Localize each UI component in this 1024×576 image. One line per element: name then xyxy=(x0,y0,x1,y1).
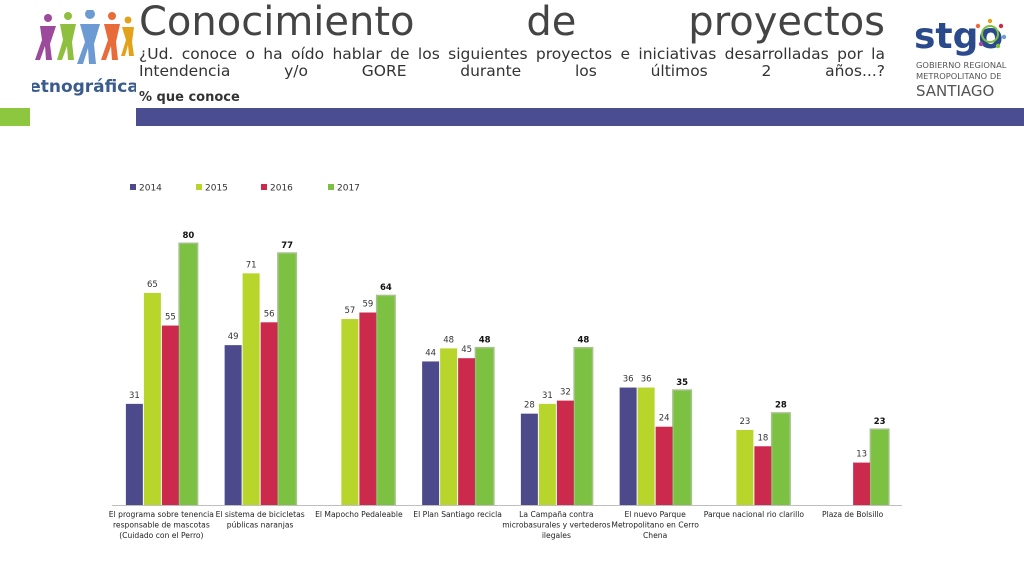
page-title: Conocimiento de proyectos xyxy=(139,0,885,45)
etnografica-wordmark: etnográfica xyxy=(32,77,136,97)
bar-2014 xyxy=(125,403,143,505)
bar-2015 xyxy=(440,348,458,505)
legend-label-2014: 2014 xyxy=(139,184,162,194)
bar-2014 xyxy=(224,345,242,505)
data-label-2014: 36 xyxy=(623,375,634,385)
category-label: El nuevo Parque Metropolitano en Cerro Che… xyxy=(611,510,699,540)
bar-2015 xyxy=(143,292,161,505)
bar-2015 xyxy=(341,319,359,505)
bar-2015 xyxy=(736,429,754,505)
data-label-2015: 31 xyxy=(542,391,553,401)
legend-swatch-2017 xyxy=(328,184,334,190)
bar-2015 xyxy=(538,403,556,505)
header-band-green xyxy=(0,108,30,126)
legend-swatch-2014 xyxy=(130,184,136,190)
data-label-2014: 28 xyxy=(524,401,535,411)
bar-2015 xyxy=(242,273,260,505)
data-label-2014: 44 xyxy=(425,348,436,358)
data-label-2016: 18 xyxy=(757,433,768,443)
data-label-2016: 55 xyxy=(165,313,176,323)
data-label-2017: 48 xyxy=(479,335,491,345)
legend-label-2017: 2017 xyxy=(337,184,360,194)
bar-2016 xyxy=(359,312,377,505)
stgo-line1: GOBIERNO REGIONAL xyxy=(916,60,1007,70)
bar-2017 xyxy=(278,253,296,505)
data-label-2017: 23 xyxy=(874,417,886,427)
data-label-2016: 56 xyxy=(264,309,275,319)
category-label: El Plan Santiago recicla xyxy=(413,510,502,519)
data-label-2016: 59 xyxy=(362,300,373,310)
bar-2017 xyxy=(179,244,197,505)
data-label-2014: 31 xyxy=(129,391,140,401)
header-band-purple xyxy=(136,108,1024,126)
bar-2016 xyxy=(458,358,476,505)
data-label-2016: 24 xyxy=(659,414,670,424)
data-label-2015: 48 xyxy=(443,335,454,345)
bar-2014 xyxy=(422,361,440,505)
data-label-2015: 71 xyxy=(246,260,257,270)
data-label-2017: 64 xyxy=(380,283,392,293)
legend-label-2015: 2015 xyxy=(205,184,228,194)
stgo-wordmark: stgo xyxy=(914,16,1003,57)
bar-2016 xyxy=(655,426,673,505)
data-label-2016: 13 xyxy=(856,450,867,460)
data-label-2014: 49 xyxy=(228,332,239,342)
category-label: La Campaña contra microbasurales y verted… xyxy=(502,510,610,540)
data-label-2015: 65 xyxy=(147,280,158,290)
bar-2014 xyxy=(520,413,538,505)
bar-2017 xyxy=(476,348,494,505)
data-label-2016: 45 xyxy=(461,345,472,355)
stgo-line2: METROPOLITANO DE xyxy=(916,71,1001,81)
stgo-logo: stgo GOBIERNO REGIONAL METROPOLITANO DE … xyxy=(914,16,1007,100)
bar-2017 xyxy=(871,429,889,505)
data-label-2015: 36 xyxy=(641,375,652,385)
data-label-2017: 35 xyxy=(676,378,688,388)
bar-2017 xyxy=(673,390,691,505)
bar-2015 xyxy=(637,387,655,505)
bar-2016 xyxy=(161,325,179,505)
data-label-2015: 23 xyxy=(739,417,750,427)
page-subtitle: ¿Ud. conoce o ha oído hablar de los sigu… xyxy=(139,45,885,80)
data-label-2017: 48 xyxy=(577,335,589,345)
legend-swatch-2015 xyxy=(196,184,202,190)
data-label-2016: 32 xyxy=(560,388,571,398)
bar-2016 xyxy=(754,446,772,505)
etnografica-logo: etnográfica xyxy=(32,10,136,97)
sun-dots-icon xyxy=(975,18,1007,49)
category-label: Parque nacional rio clarillo xyxy=(704,510,805,519)
subtitle-note: % que conoce xyxy=(139,90,240,105)
category-label: El Mapocho Pedaleable xyxy=(315,510,403,519)
category-label: Plaza de Bolsillo xyxy=(822,510,884,519)
data-label-2017: 77 xyxy=(281,241,293,251)
category-label: El programa sobre tenencia responsable de… xyxy=(109,510,214,540)
bar-2016 xyxy=(260,322,278,505)
legend-swatch-2016 xyxy=(261,184,267,190)
bar-2017 xyxy=(772,413,790,505)
bar-2016 xyxy=(556,400,574,505)
data-label-2015: 57 xyxy=(344,306,355,316)
category-label: El sistema de bicicletas públicas naranja… xyxy=(216,510,305,530)
bar-2017 xyxy=(377,296,395,505)
bar-2017 xyxy=(574,348,592,505)
data-label-2017: 28 xyxy=(775,401,787,411)
bar-2016 xyxy=(853,462,871,505)
stgo-line3: SANTIAGO xyxy=(916,82,994,100)
legend-label-2016: 2016 xyxy=(270,184,293,194)
people-figures-icon xyxy=(35,10,134,64)
bar-2014 xyxy=(619,387,637,505)
data-label-2017: 80 xyxy=(182,231,194,241)
